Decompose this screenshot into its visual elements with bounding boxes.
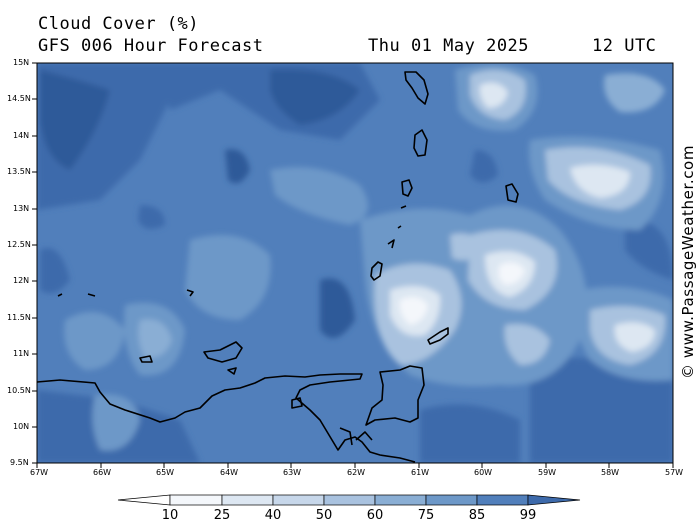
colorbar-tick: 50 — [315, 508, 333, 523]
lat-label: 14.5N — [7, 94, 31, 103]
delta-channels — [291, 397, 373, 446]
lat-label: 15N — [13, 58, 30, 67]
martinique-island — [404, 71, 429, 105]
small-island-2 — [227, 367, 237, 375]
lat-label: 10.5N — [7, 386, 31, 395]
venezuela-coast — [37, 373, 416, 463]
lat-label: 11N — [13, 349, 30, 358]
forecast-date: Thu 01 May 2025 — [368, 36, 530, 56]
coastlines — [37, 71, 519, 463]
lon-label: 66W — [93, 468, 112, 477]
colorbar-tick: 40 — [264, 508, 282, 523]
colorbar-tick: 10 — [161, 508, 179, 523]
st-vincent-island — [401, 179, 413, 197]
st-lucia-island — [413, 129, 428, 157]
lon-label: 61W — [411, 468, 430, 477]
forecast-time: 12 UTC — [592, 36, 657, 56]
lat-label: 13.5N — [7, 167, 31, 176]
colorbar-tick: 99 — [519, 508, 537, 523]
lon-label: 67W — [30, 468, 49, 477]
lat-label: 13N — [13, 204, 30, 213]
map-title: Cloud Cover (%) — [38, 14, 200, 34]
margarita-island — [203, 341, 243, 363]
lat-label: 9.5N — [10, 458, 29, 467]
lat-ticks — [32, 62, 37, 464]
barbados-island — [505, 183, 519, 203]
grenada-island — [370, 261, 383, 281]
lat-label: 12N — [13, 276, 30, 285]
lon-label: 60W — [474, 468, 493, 477]
lon-label: 64W — [220, 468, 239, 477]
lon-ticks — [36, 463, 674, 468]
lon-label: 59W — [538, 468, 557, 477]
colorbar — [117, 494, 581, 506]
small-island-1 — [139, 355, 153, 363]
colorbar-tick: 85 — [468, 508, 486, 523]
lon-label: 57W — [665, 468, 684, 477]
lat-label: 11.5N — [7, 313, 31, 322]
lon-label: 58W — [601, 468, 620, 477]
colorbar-tick: 60 — [366, 508, 384, 523]
lon-label: 62W — [347, 468, 366, 477]
trinidad-island — [365, 365, 425, 426]
cloud-field — [37, 63, 673, 463]
lon-label: 63W — [283, 468, 302, 477]
map-subtitle: GFS 006 Hour Forecast — [38, 36, 264, 56]
colorbar-tick: 75 — [417, 508, 435, 523]
aruba-curacao-islets — [57, 289, 194, 297]
tobago-island — [427, 327, 449, 345]
lon-label: 65W — [156, 468, 175, 477]
colorbar-tick: 25 — [213, 508, 231, 523]
lat-label: 10N — [13, 422, 30, 431]
lat-label: 12.5N — [7, 240, 31, 249]
copyright-watermark: © www.PassageWeather.com — [679, 144, 697, 380]
lat-label: 14N — [13, 131, 30, 140]
grenadines-islets — [387, 205, 407, 249]
